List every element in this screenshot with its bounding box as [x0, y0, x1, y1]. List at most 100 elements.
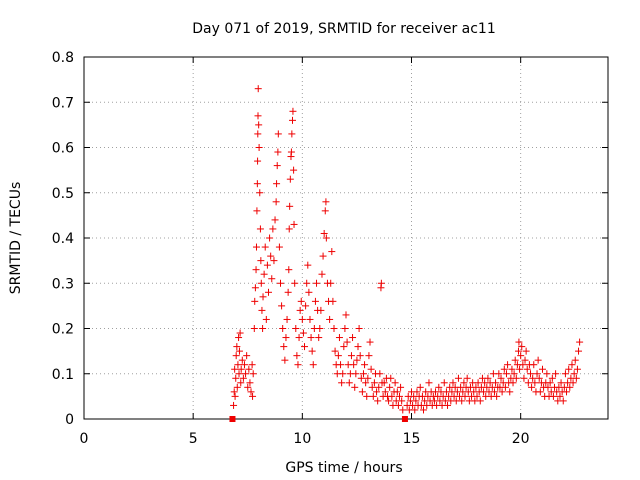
data-point: [296, 306, 304, 314]
x-axis-label: GPS time / hours: [285, 460, 402, 476]
data-point: [254, 85, 262, 93]
data-point: [391, 379, 399, 387]
data-point: [322, 198, 330, 206]
data-point: [247, 388, 255, 396]
data-point: [259, 293, 267, 301]
data-point: [552, 370, 560, 378]
data-point: [231, 365, 239, 373]
data-point: [535, 374, 543, 382]
data-point: [232, 352, 240, 360]
data-point: [319, 252, 327, 260]
data-point: [368, 383, 376, 391]
data-point: [253, 180, 261, 188]
x-tick-label: 15: [403, 431, 421, 447]
data-point: [374, 397, 382, 405]
data-point: [264, 288, 272, 296]
data-point: [248, 361, 256, 369]
data-point: [357, 374, 365, 382]
data-point: [571, 356, 579, 364]
data-point: [308, 347, 316, 355]
data-point: [233, 383, 241, 391]
data-point: [352, 370, 360, 378]
data-point: [387, 374, 395, 382]
data-point: [320, 229, 328, 237]
data-point: [394, 401, 402, 409]
data-point: [350, 361, 358, 369]
data-point: [237, 365, 245, 373]
data-point: [572, 374, 580, 382]
data-point: [575, 347, 583, 355]
data-point: [293, 352, 301, 360]
data-point: [375, 383, 383, 391]
data-point: [500, 365, 508, 373]
data-point: [301, 343, 309, 351]
data-point: [367, 365, 375, 373]
data-point: [412, 397, 420, 405]
data-point: [474, 379, 482, 387]
data-point: [376, 370, 384, 378]
data-point: [289, 107, 297, 115]
data-point: [514, 347, 522, 355]
data-point: [353, 356, 361, 364]
data-point: [338, 379, 346, 387]
data-point: [435, 383, 443, 391]
data-point: [290, 220, 298, 228]
data-point: [566, 383, 574, 391]
data-point: [454, 374, 462, 382]
data-point: [329, 297, 337, 305]
data-point: [245, 365, 253, 373]
data-point: [361, 361, 369, 369]
data-point: [290, 166, 298, 174]
data-point: [235, 347, 243, 355]
data-point: [326, 315, 334, 323]
data-point: [286, 202, 294, 210]
data-point: [529, 374, 537, 382]
y-axis-label: SRMTID / TECUs: [8, 182, 24, 295]
data-point: [509, 379, 517, 387]
data-point: [327, 279, 335, 287]
data-point: [425, 379, 433, 387]
data-point: [334, 352, 342, 360]
data-point: [230, 401, 238, 409]
data-point: [508, 365, 516, 373]
data-point: [240, 361, 248, 369]
data-point: [341, 325, 349, 332]
data-point: [316, 325, 324, 332]
data-point: [444, 401, 452, 409]
data-point: [519, 361, 527, 369]
data-point: [549, 392, 557, 400]
data-point: [274, 148, 282, 156]
y-tick-label: 0.6: [52, 141, 74, 157]
data-point: [461, 392, 469, 400]
data-point: [366, 338, 374, 346]
data-point: [517, 352, 525, 360]
data-point: [243, 352, 251, 360]
data-point: [304, 261, 312, 269]
data-point: [340, 343, 348, 351]
data-point: [283, 315, 291, 323]
data-point: [393, 388, 401, 396]
data-point: [354, 343, 362, 351]
data-point: [373, 388, 381, 396]
data-point: [288, 130, 296, 138]
data-point: [252, 243, 260, 251]
data-point: [281, 356, 289, 364]
data-point: [518, 343, 526, 351]
data-point: [268, 275, 276, 283]
x-tick-label: 20: [512, 431, 530, 447]
data-point: [356, 352, 364, 360]
data-point: [339, 370, 347, 378]
data-point: [516, 365, 524, 373]
data-point: [510, 370, 518, 378]
data-point: [271, 216, 279, 224]
data-point: [342, 311, 350, 319]
data-point: [286, 175, 294, 183]
data-point: [476, 397, 484, 405]
data-point: [343, 338, 351, 346]
data-point: [556, 392, 564, 400]
data-point: [298, 315, 306, 323]
gap-marker: [401, 416, 408, 422]
data-point: [255, 144, 263, 151]
data-point: [493, 392, 501, 400]
data-point: [287, 148, 295, 156]
